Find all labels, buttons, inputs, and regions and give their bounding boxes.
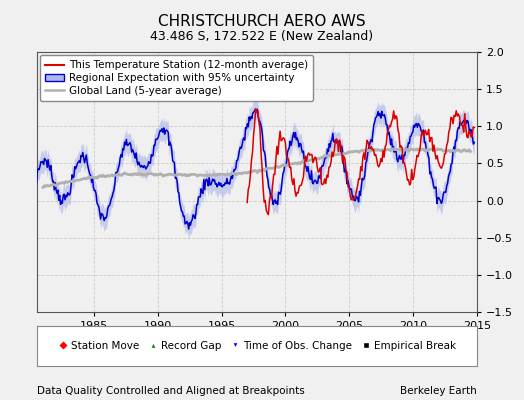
Legend: This Temperature Station (12-month average), Regional Expectation with 95% uncer: This Temperature Station (12-month avera… [40,55,313,101]
Text: Berkeley Earth: Berkeley Earth [400,386,477,396]
Text: 43.486 S, 172.522 E (New Zealand): 43.486 S, 172.522 E (New Zealand) [150,30,374,43]
Text: Data Quality Controlled and Aligned at Breakpoints: Data Quality Controlled and Aligned at B… [37,386,304,396]
Text: CHRISTCHURCH AERO AWS: CHRISTCHURCH AERO AWS [158,14,366,29]
Legend: Station Move, Record Gap, Time of Obs. Change, Empirical Break: Station Move, Record Gap, Time of Obs. C… [54,338,460,354]
